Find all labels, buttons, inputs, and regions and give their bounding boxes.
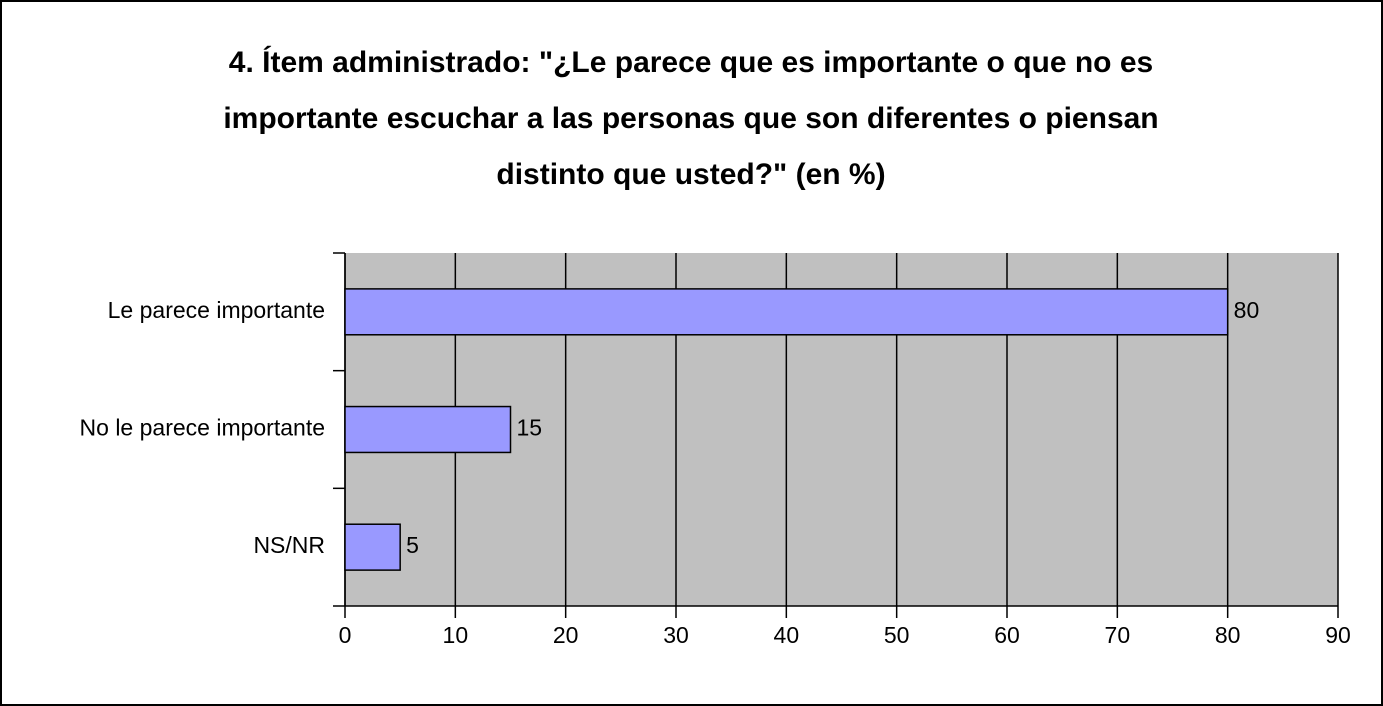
y-tick-label: Le parece importante: [108, 297, 325, 323]
chart-title: 4. Ítem administrado: "¿Le parece que es…: [229, 45, 1153, 79]
chart-title: importante escuchar a las personas que s…: [223, 102, 1158, 135]
x-tick-label: 30: [663, 622, 689, 648]
chart-title: distinto que usted?" (en %): [496, 158, 885, 191]
data-label: 15: [517, 415, 543, 441]
y-tick-label: NS/NR: [253, 532, 325, 558]
x-tick-label: 60: [994, 622, 1020, 648]
x-tick-label: 80: [1215, 622, 1241, 648]
x-tick-label: 90: [1325, 622, 1351, 648]
x-tick-label: 70: [1105, 622, 1131, 648]
y-tick-label: No le parece importante: [80, 415, 325, 441]
bar: [344, 523, 401, 571]
x-tick-label: 10: [443, 622, 469, 648]
x-tick-label: 0: [339, 622, 352, 648]
data-label: 80: [1234, 297, 1260, 323]
bar: [344, 405, 512, 454]
x-tick-label: 50: [884, 622, 910, 648]
x-tick-label: 20: [553, 622, 579, 648]
data-label: 5: [406, 532, 419, 558]
x-tick-label: 40: [774, 622, 800, 648]
bar: [344, 288, 1229, 336]
